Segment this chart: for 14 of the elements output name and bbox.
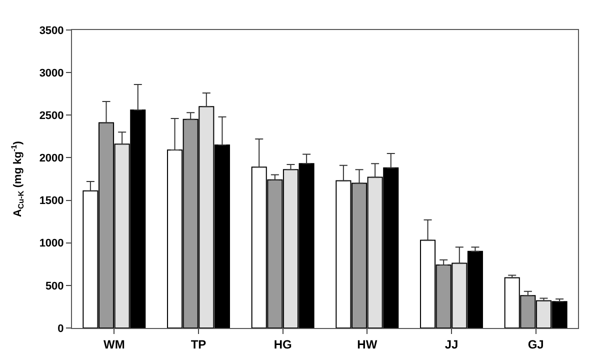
y-tick-label: 500 [45, 280, 64, 292]
x-tick-label: HG [274, 337, 292, 352]
y-tick-label: 1500 [39, 195, 64, 208]
x-tick-label: WM [104, 337, 125, 352]
x-tick-label: JJ [444, 337, 458, 352]
y-tick-label: 0 [58, 322, 64, 335]
x-tick-label: GJ [528, 337, 544, 352]
y-tick-label: 2500 [39, 110, 64, 122]
y-tick-label: 1000 [39, 238, 64, 250]
y-tick-label: 3000 [39, 67, 64, 80]
y-tick-label: 3500 [39, 24, 64, 37]
x-tick-label: HW [357, 337, 378, 352]
x-tick-label: TP [190, 337, 206, 352]
y-tick-label: 2000 [39, 152, 64, 165]
